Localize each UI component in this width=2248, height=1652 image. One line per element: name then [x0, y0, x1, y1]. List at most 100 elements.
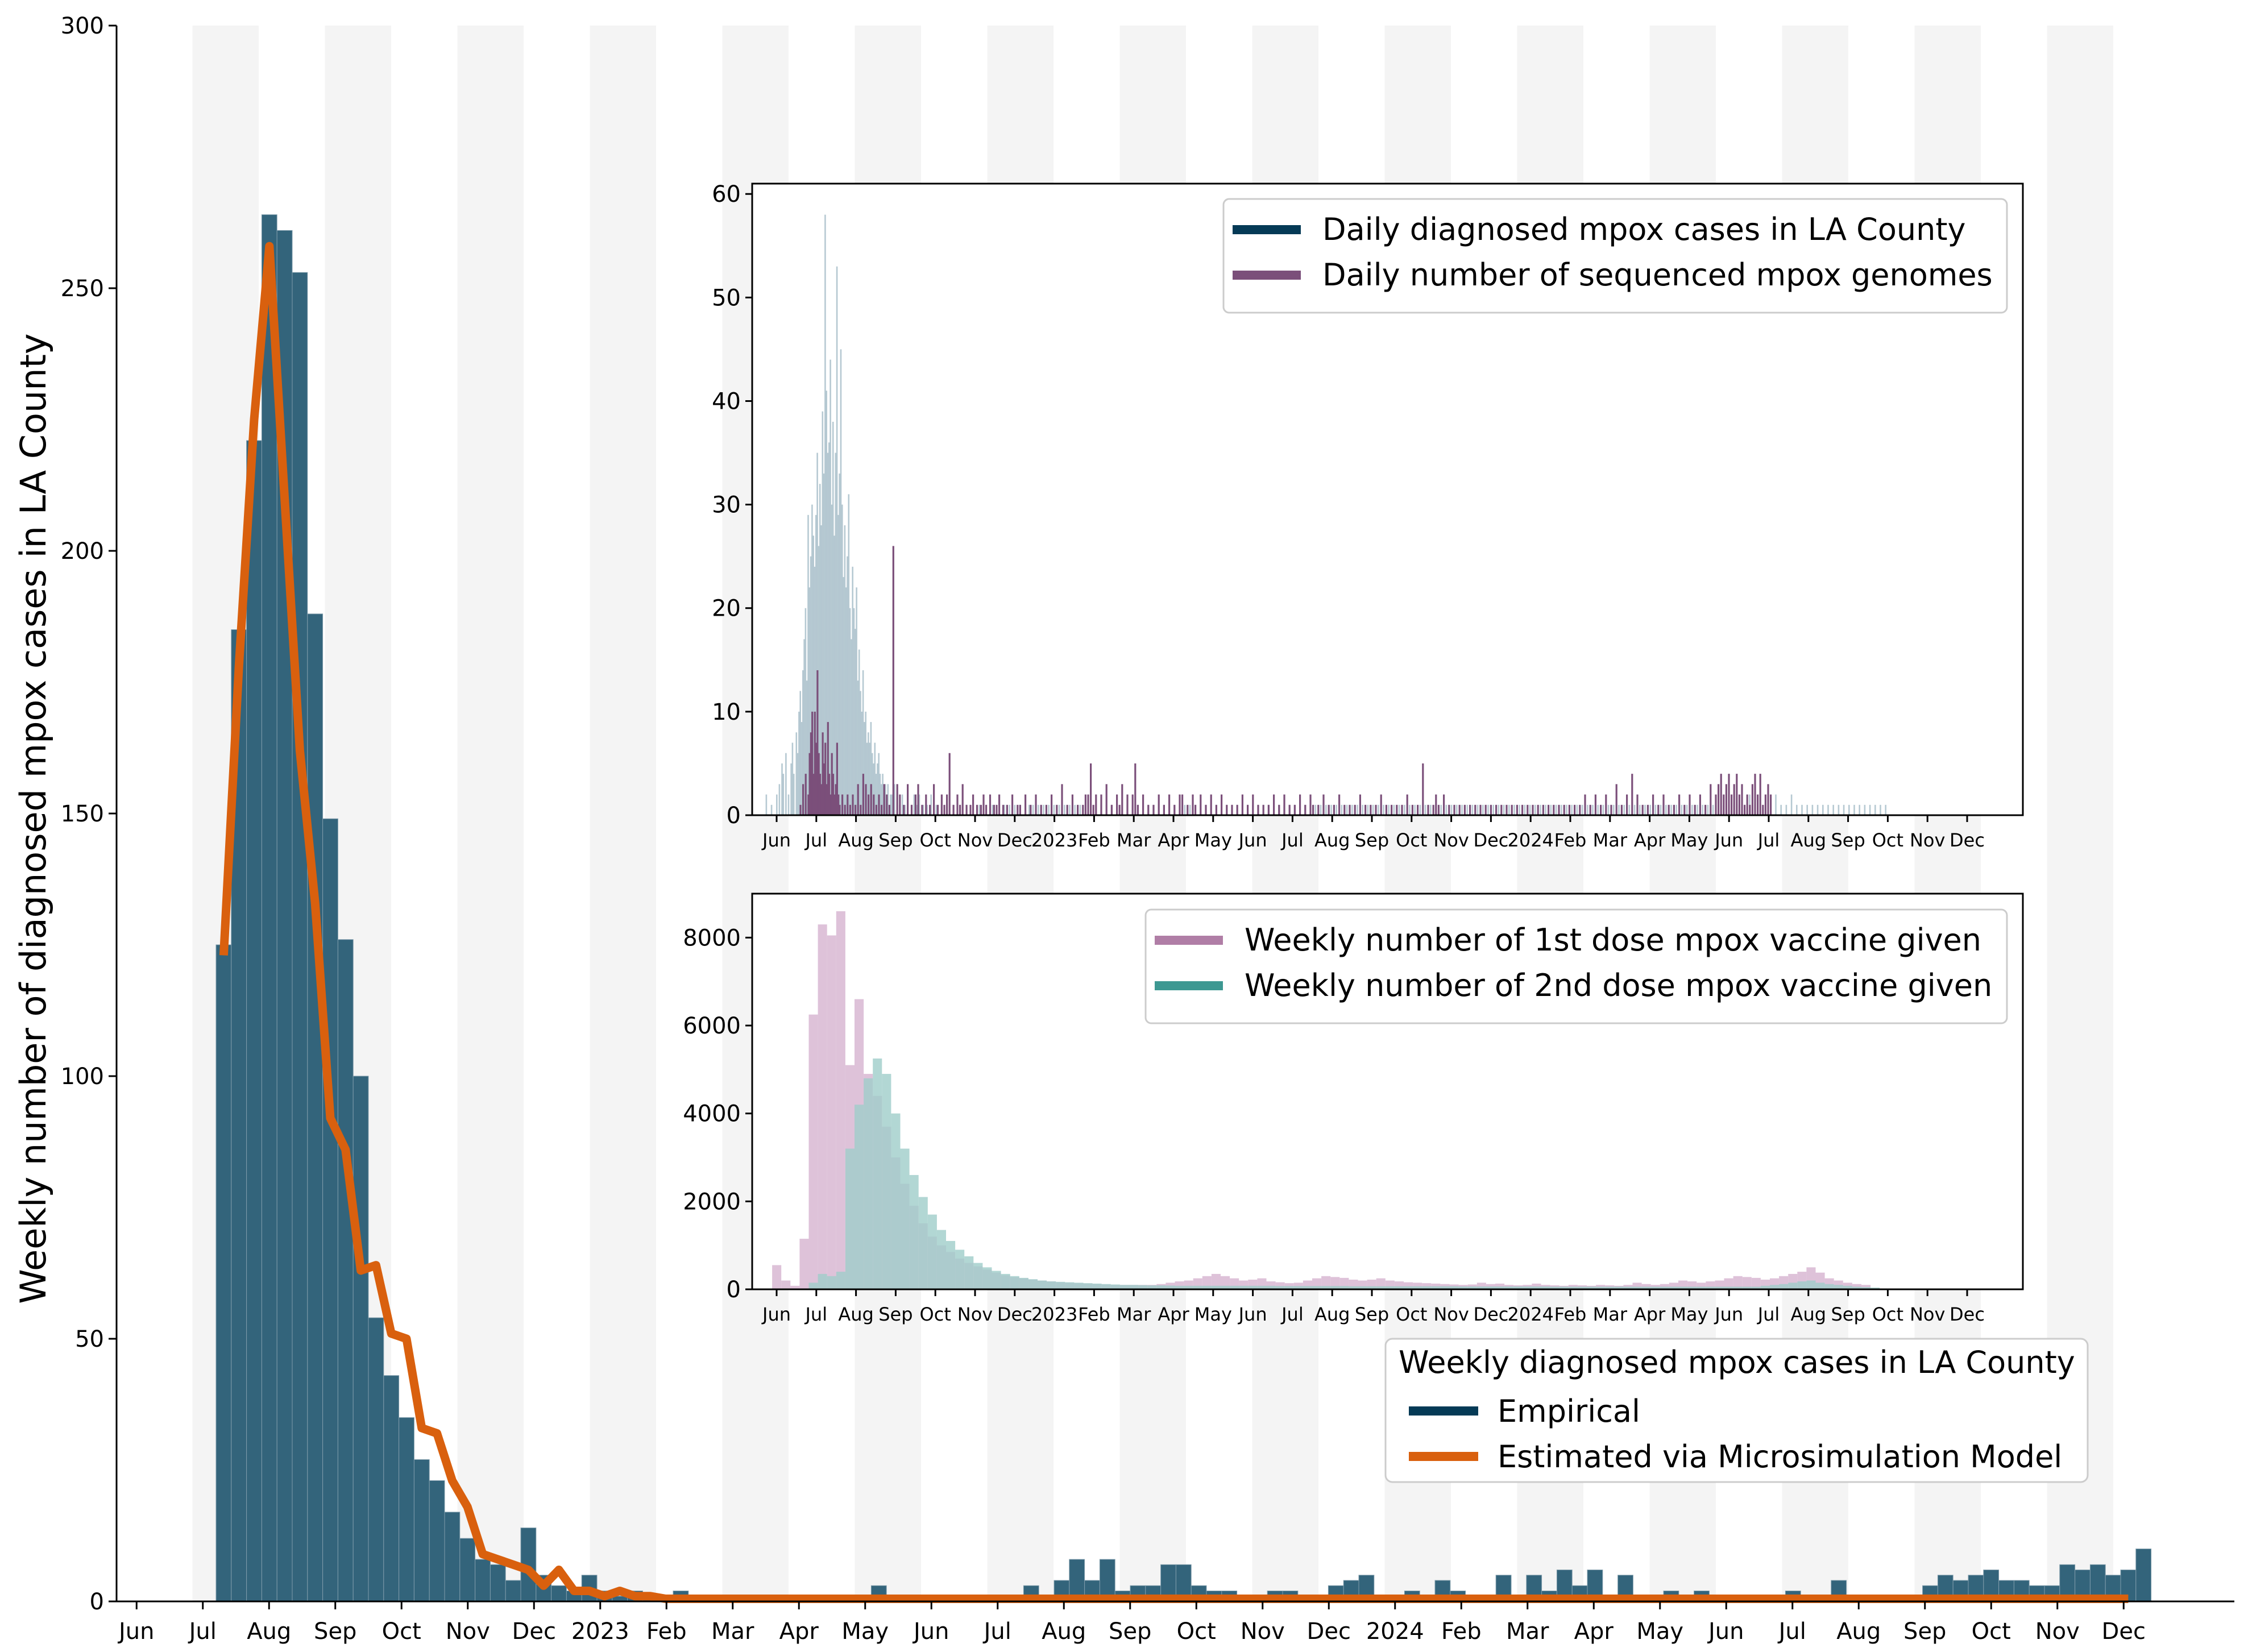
daily-case-bar [1335, 804, 1337, 815]
dose2-bar [1330, 1286, 1340, 1289]
main-estimated-series-line [219, 242, 2129, 1603]
sequenced-genome-bar [820, 784, 823, 815]
dose2-bar [1266, 1285, 1276, 1289]
daily-case-bar [1069, 804, 1071, 815]
inset-daily-legend-label: Daily number of sequenced mpox genomes [1322, 257, 1993, 293]
dose2-bar [1715, 1286, 1724, 1289]
main-y-axis-label: Weekly number of diagnosed mpox cases in… [13, 333, 54, 1304]
daily-case-bar [1529, 804, 1531, 815]
sequenced-genome-bar [917, 784, 919, 815]
daily-case-bar [793, 774, 795, 815]
sequenced-genome-bar [832, 774, 835, 815]
dose2-bar [1605, 1286, 1615, 1289]
daily-case-bar [1811, 804, 1814, 815]
legend-estimated-label: Estimated via Microsimulation Model [1498, 1439, 2062, 1475]
sequenced-genome-bar [1652, 794, 1654, 815]
sequenced-genome-bar [1364, 804, 1367, 815]
dose2-bar [1092, 1283, 1102, 1289]
main-x-tick-label: Aug [247, 1618, 291, 1645]
dose1-bar [790, 1285, 800, 1289]
daily-case-bar [1003, 804, 1005, 815]
dose2-bar [1641, 1286, 1651, 1289]
dose2-bar [1202, 1285, 1212, 1289]
inset-vaccine-legend-frame [1144, 908, 2008, 1024]
daily-case-bar [1712, 804, 1714, 815]
sequenced-genome-bar [1116, 794, 1118, 815]
dose2-bar [1074, 1282, 1084, 1289]
dose2-bar [1056, 1281, 1065, 1289]
main-x-tick-label: Oct [1972, 1618, 2011, 1645]
sequenced-genome-bar [827, 722, 829, 815]
dose1-bar [1641, 1284, 1651, 1289]
dose1-bar [772, 1265, 782, 1289]
daily-case-bar [1691, 804, 1693, 815]
sequenced-genome-bar [1084, 794, 1086, 815]
dose2-bar [1513, 1286, 1523, 1289]
inset-vaccine-x-tick-label: Oct [1872, 1304, 1903, 1325]
dose2-bar [1147, 1285, 1157, 1289]
main-x-tick-label: Feb [646, 1618, 687, 1645]
dose2-bar [845, 1148, 855, 1289]
sequenced-genome-bar [892, 546, 894, 815]
daily-case-bar [1189, 804, 1191, 815]
sequenced-genome-bar [1527, 804, 1529, 815]
daily-case-bar [1079, 804, 1081, 815]
dose2-bar [827, 1276, 836, 1289]
daily-case-bar [1320, 804, 1322, 815]
inset-daily-x-tick-label: Nov [957, 829, 993, 851]
sequenced-genome-bar [819, 774, 822, 815]
daily-case-bar [1492, 804, 1494, 815]
sequenced-genome-bar [881, 804, 883, 815]
sequenced-genome-bar [886, 794, 888, 815]
inset-daily-x-tick-label: Jul [1757, 829, 1780, 851]
daily-case-bar [978, 804, 981, 815]
daily-case-bar [1561, 804, 1562, 815]
dose2-bar [1788, 1282, 1798, 1289]
daily-case-bar [1633, 804, 1636, 815]
sequenced-genome-bar [1137, 804, 1139, 815]
sequenced-genome-bar [1427, 804, 1429, 815]
sequenced-genome-bar [811, 711, 814, 815]
daily-case-bar [1571, 804, 1573, 815]
daily-case-bar [1597, 804, 1599, 815]
daily-case-bar [1445, 804, 1447, 815]
inset-daily-x-tick-label: Aug [1791, 829, 1826, 851]
dose1-bar [818, 924, 827, 1289]
daily-case-bar [843, 577, 844, 815]
daily-case-bar [1351, 804, 1353, 815]
daily-case-bar [807, 514, 809, 815]
daily-case-bar [992, 804, 994, 815]
sequenced-genome-bar [896, 784, 898, 815]
inset-vaccine-x-tick-label: Feb [1078, 1304, 1110, 1325]
inset-daily-x-tick-label: Sep [1355, 829, 1389, 851]
daily-case-bar [1801, 804, 1803, 815]
main-x-tick-label: Mar [1506, 1618, 1549, 1645]
daily-case-bar [1508, 804, 1510, 815]
inset-vaccine-y-tick-label: 2000 [683, 1189, 741, 1215]
inset-daily-x-tick-label: Jul [804, 829, 827, 851]
daily-case-bar [790, 763, 792, 815]
daily-case-bar [840, 349, 842, 815]
sequenced-genome-bar [1158, 794, 1160, 815]
dose2-bar [1019, 1277, 1028, 1289]
main-empirical-bar [444, 1512, 461, 1602]
inset-daily-x-tick-label: Feb [1078, 829, 1110, 851]
daily-case-bar [1466, 804, 1468, 815]
sequenced-genome-bar [1490, 804, 1492, 815]
sequenced-genome-bar [812, 774, 815, 815]
daily-case-bar [930, 794, 932, 815]
daily-case-bar [808, 587, 811, 815]
daily-case-bar [1822, 804, 1824, 815]
main-x-tick-label: Mar [711, 1618, 754, 1645]
dose2-bar [1596, 1286, 1606, 1289]
main-x-tick-label: 2024 [1366, 1618, 1424, 1645]
sequenced-genome-bar [1241, 794, 1243, 815]
daily-case-bar [1796, 804, 1798, 815]
daily-case-bar [1816, 804, 1819, 815]
sequenced-genome-bar [1121, 784, 1123, 815]
sequenced-genome-bar [1479, 804, 1482, 815]
inset-daily-x-tick-label: May [1670, 829, 1708, 851]
main-empirical-bar [322, 818, 338, 1602]
sequenced-genome-bar [982, 794, 985, 815]
